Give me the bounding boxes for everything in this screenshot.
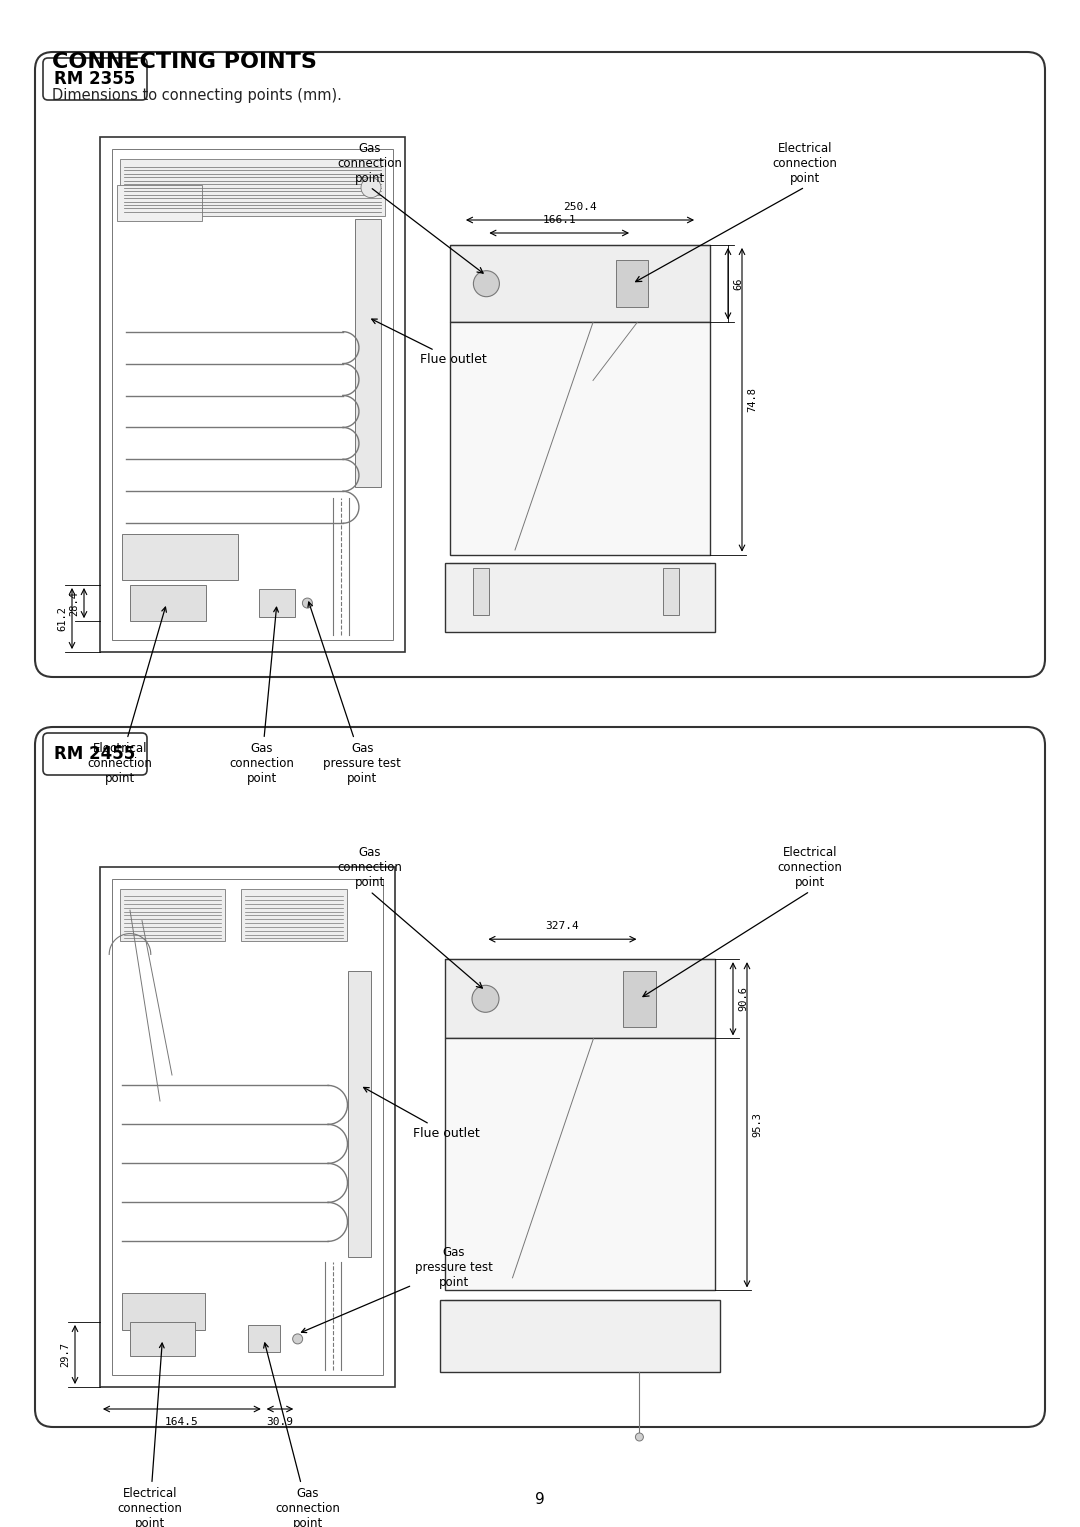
- Bar: [122, 533, 238, 580]
- Text: Flue outlet: Flue outlet: [364, 1087, 480, 1141]
- Bar: [100, 137, 405, 652]
- Text: 164.5: 164.5: [165, 1417, 199, 1428]
- Bar: [100, 867, 395, 1387]
- FancyBboxPatch shape: [43, 58, 147, 99]
- Circle shape: [302, 599, 312, 608]
- Bar: [122, 1293, 204, 1330]
- FancyBboxPatch shape: [35, 52, 1045, 676]
- Bar: [112, 150, 393, 640]
- Bar: [623, 971, 656, 1026]
- Text: Electrical
connection
point: Electrical connection point: [118, 1344, 183, 1527]
- Circle shape: [473, 270, 499, 296]
- Bar: [445, 1038, 715, 1290]
- Text: 66: 66: [733, 278, 743, 290]
- Text: CONNECTING POINTS: CONNECTING POINTS: [52, 52, 316, 72]
- Bar: [450, 244, 710, 322]
- FancyBboxPatch shape: [35, 727, 1045, 1428]
- Text: Dimensions to connecting points (mm).: Dimensions to connecting points (mm).: [52, 89, 342, 102]
- Text: Electrical
connection
point: Electrical connection point: [87, 608, 166, 785]
- Bar: [440, 1299, 720, 1371]
- Text: 9: 9: [535, 1492, 545, 1507]
- Bar: [258, 588, 295, 617]
- Text: 29.7: 29.7: [60, 1342, 70, 1367]
- Bar: [663, 568, 679, 615]
- Bar: [117, 185, 202, 221]
- Bar: [617, 261, 648, 307]
- Text: Gas
pressure test
point: Gas pressure test point: [301, 1246, 492, 1333]
- Text: 74.8: 74.8: [747, 388, 757, 412]
- Bar: [355, 220, 381, 487]
- Text: Gas
connection
point: Gas connection point: [229, 608, 294, 785]
- Bar: [473, 568, 489, 615]
- Text: 28.4: 28.4: [69, 591, 79, 615]
- Bar: [130, 1322, 194, 1356]
- Text: 250.4: 250.4: [563, 202, 597, 212]
- Circle shape: [635, 1432, 644, 1441]
- Bar: [112, 880, 383, 1374]
- Text: Gas
connection
point: Gas connection point: [338, 846, 403, 889]
- Bar: [450, 322, 710, 554]
- Text: 30.9: 30.9: [267, 1417, 294, 1428]
- Text: RM 2455: RM 2455: [54, 745, 136, 764]
- Bar: [247, 1325, 280, 1353]
- Circle shape: [361, 177, 381, 197]
- Bar: [445, 959, 715, 1038]
- Text: 95.3: 95.3: [752, 1112, 762, 1138]
- Text: Gas
pressure test
point: Gas pressure test point: [308, 602, 402, 785]
- Text: RM 2355: RM 2355: [54, 70, 136, 89]
- Text: 90.6: 90.6: [738, 986, 748, 1011]
- Bar: [242, 889, 347, 942]
- Text: Gas
connection
point: Gas connection point: [338, 142, 403, 185]
- Bar: [445, 563, 715, 632]
- Text: Flue outlet: Flue outlet: [372, 319, 487, 366]
- Circle shape: [293, 1335, 302, 1344]
- Bar: [120, 889, 226, 942]
- Text: Electrical
connection
point: Electrical connection point: [778, 846, 842, 889]
- FancyBboxPatch shape: [43, 733, 147, 776]
- Text: 61.2: 61.2: [57, 606, 67, 631]
- Text: Electrical
connection
point: Electrical connection point: [772, 142, 837, 185]
- Bar: [130, 585, 206, 621]
- Bar: [348, 971, 372, 1257]
- Text: 327.4: 327.4: [545, 921, 579, 931]
- Text: Gas
connection
point: Gas connection point: [264, 1342, 340, 1527]
- Text: 166.1: 166.1: [542, 215, 576, 224]
- Bar: [120, 159, 384, 215]
- Circle shape: [472, 985, 499, 1012]
